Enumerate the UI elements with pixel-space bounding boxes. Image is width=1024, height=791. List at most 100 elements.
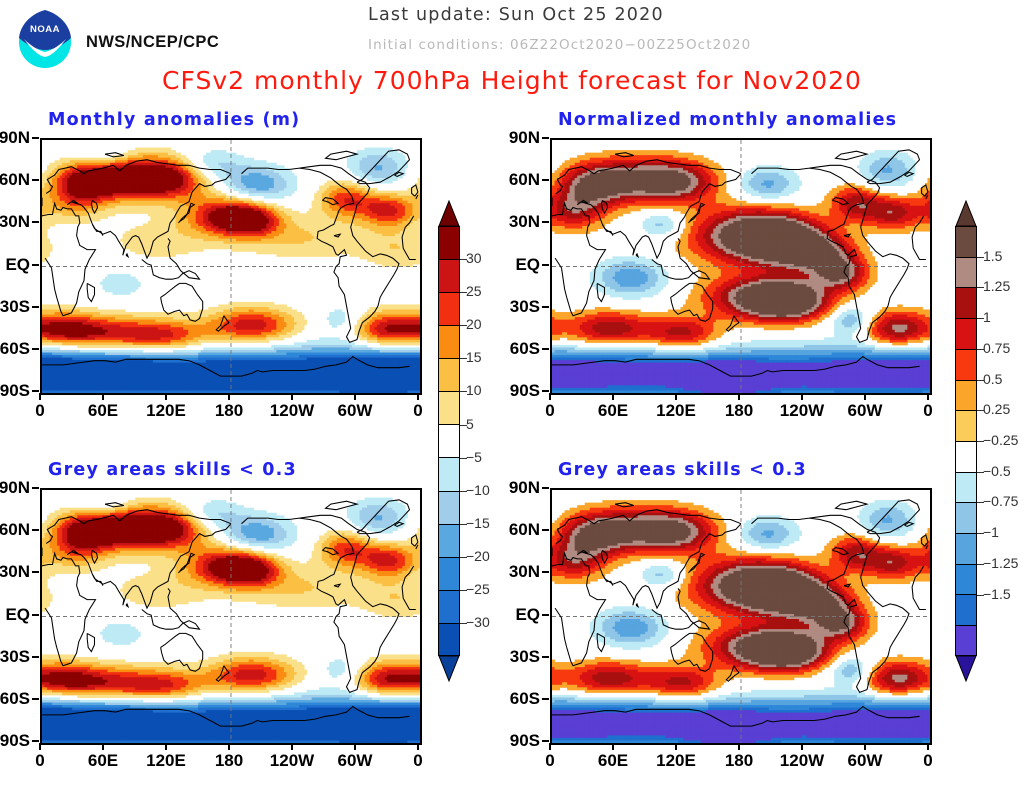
y-tick-top-left-5 — [32, 347, 39, 350]
colorbar-normalized-swatch-2 — [955, 287, 977, 319]
colorbar-normalized-swatch-11 — [955, 563, 977, 595]
colorbar-normalized-swatch-4 — [955, 348, 977, 380]
y-axis-label-top-right-4: 30S — [488, 297, 540, 317]
y-tick-bottom-right-6 — [542, 740, 549, 742]
y-tick-bottom-left-5 — [32, 697, 39, 700]
y-tick-top-right-3 — [542, 263, 549, 266]
y-tick-top-right-2 — [542, 221, 549, 224]
x-axis-label-bottom-right-6: 0 — [893, 751, 963, 771]
x-axis-label-top-left-6: 0 — [383, 401, 453, 421]
colorbar-anomaly-tick-label-1: 25 — [466, 283, 482, 299]
noaa-logo-text: NOAA — [30, 24, 60, 35]
agency-label: NWS/NCEP/CPC — [86, 33, 219, 52]
y-tick-bottom-right-0 — [542, 487, 549, 489]
y-axis-label-top-left-3: EQ — [0, 255, 30, 275]
colorbar-normalized-tick-label-6: −0.25 — [983, 432, 1018, 448]
x-axis-label-top-right-3: 180 — [704, 401, 774, 421]
y-tick-bottom-right-4 — [542, 655, 549, 658]
x-axis-label-top-left-4: 120W — [257, 401, 327, 421]
colorbar-anomaly-swatch-0 — [438, 226, 460, 260]
colorbar-normalized-tickmark-8 — [977, 502, 984, 504]
x-tick-top-right-5 — [864, 393, 866, 400]
colorbar-normalized-swatch-9 — [955, 502, 977, 534]
x-axis-label-top-left-3: 180 — [194, 401, 264, 421]
colorbar-normalized-tickmark-3 — [977, 348, 984, 350]
colorbar-anomaly-swatch-11 — [438, 589, 460, 623]
x-axis-label-top-left-5: 60W — [320, 401, 390, 421]
x-axis-label-top-left-0: 0 — [5, 401, 75, 421]
y-axis-label-top-right-1: 60N — [488, 170, 540, 190]
x-axis-label-top-left-2: 120E — [131, 401, 201, 421]
noaa-logo: NOAA — [12, 6, 78, 70]
y-axis-label-top-right-3: EQ — [488, 255, 540, 275]
x-tick-top-left-2 — [165, 393, 167, 400]
colorbar-normalized-tickmark-0 — [977, 256, 984, 258]
y-tick-bottom-left-2 — [32, 571, 39, 574]
colorbar-normalized-swatch-13 — [955, 625, 977, 656]
x-axis-label-top-right-6: 0 — [893, 401, 963, 421]
x-axis-label-bottom-left-2: 120E — [131, 751, 201, 771]
y-axis-label-bottom-right-1: 60N — [488, 520, 540, 540]
map-field-top-left — [42, 140, 420, 393]
y-axis-label-bottom-left-2: 30N — [0, 562, 30, 582]
x-axis-label-bottom-right-4: 120W — [767, 751, 837, 771]
y-tick-top-left-6 — [32, 390, 39, 392]
colorbar-normalized-tickmark-11 — [977, 594, 984, 596]
colorbar-normalized-tick-label-5: 0.25 — [983, 401, 1010, 417]
colorbar-anomaly-swatch-6 — [438, 424, 460, 458]
colorbar-anomaly-tick-label-3: 15 — [466, 349, 482, 365]
y-axis-label-bottom-right-5: 60S — [488, 689, 540, 709]
colorbar-anomaly-tickmark-4 — [460, 391, 467, 393]
colorbar-normalized-extend-top — [955, 199, 977, 227]
map-panel-top-right[interactable] — [550, 138, 932, 395]
colorbar-anomaly-swatch-7 — [438, 457, 460, 491]
colorbar-anomaly-swatch-2 — [438, 292, 460, 326]
y-axis-label-bottom-left-6: 90S — [0, 731, 30, 751]
map-panel-bottom-right[interactable] — [550, 488, 932, 745]
y-tick-bottom-left-4 — [32, 655, 39, 658]
colorbar-normalized-tickmark-10 — [977, 563, 984, 565]
x-tick-top-left-3 — [228, 393, 230, 400]
x-tick-top-left-6 — [417, 393, 419, 400]
y-axis-label-top-right-6: 90S — [488, 381, 540, 401]
y-tick-top-right-1 — [542, 179, 549, 182]
y-axis-label-bottom-right-6: 90S — [488, 731, 540, 751]
x-tick-bottom-left-6 — [417, 743, 419, 750]
page-header: NOAA NWS/NCEP/CPC Last update: Sun Oct 2… — [0, 0, 1024, 105]
x-tick-bottom-left-1 — [102, 743, 104, 750]
last-update-text: Last update: Sun Oct 25 2020 — [368, 5, 664, 25]
colorbar-normalized-tick-label-7: −0.5 — [983, 463, 1011, 479]
colorbar-normalized-swatch-0 — [955, 226, 977, 257]
colorbar-anomaly-tick-label-4: 10 — [466, 382, 482, 398]
colorbar-normalized-swatch-5 — [955, 379, 977, 411]
y-tick-bottom-right-1 — [542, 529, 549, 532]
colorbar-anomaly-tickmark-7 — [460, 490, 467, 492]
y-tick-top-left-4 — [32, 305, 39, 308]
y-axis-label-bottom-left-5: 60S — [0, 689, 30, 709]
colorbar-anomaly-tick-label-0: 30 — [466, 250, 482, 266]
colorbar-normalized-tick-label-1: 1.25 — [983, 278, 1010, 294]
map-panel-bottom-left[interactable] — [40, 488, 422, 745]
x-tick-bottom-left-3 — [228, 743, 230, 750]
y-axis-label-bottom-left-4: 30S — [0, 647, 30, 667]
x-axis-label-bottom-right-1: 60E — [578, 751, 648, 771]
map-panel-top-left[interactable] — [40, 138, 422, 395]
colorbar-normalized-body — [955, 226, 977, 656]
x-tick-top-left-4 — [291, 393, 293, 400]
x-tick-top-right-0 — [549, 393, 551, 400]
map-field-bottom-right — [552, 490, 930, 743]
colorbar-anomaly-swatch-10 — [438, 556, 460, 590]
colorbar-normalized-tickmark-1 — [977, 287, 984, 289]
y-axis-label-bottom-left-1: 60N — [0, 520, 30, 540]
x-tick-top-right-2 — [675, 393, 677, 400]
x-tick-bottom-right-5 — [864, 743, 866, 750]
y-axis-label-top-right-0: 90N — [488, 128, 540, 148]
colorbar-anomaly-tickmark-1 — [460, 292, 467, 294]
colorbar-anomaly-tickmark-3 — [460, 358, 467, 360]
x-tick-bottom-left-2 — [165, 743, 167, 750]
colorbar-normalized-extend-bottom — [955, 655, 977, 683]
y-axis-label-top-left-4: 30S — [0, 297, 30, 317]
x-axis-label-bottom-left-0: 0 — [5, 751, 75, 771]
colorbar-normalized-tick-label-8: −0.75 — [983, 493, 1018, 509]
colorbar-anomaly-tickmark-9 — [460, 556, 467, 558]
